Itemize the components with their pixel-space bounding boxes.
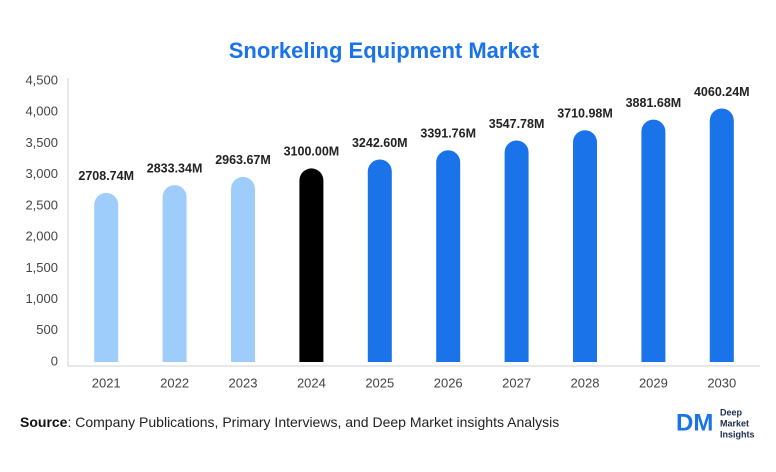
x-tick-label: 2025 bbox=[365, 375, 394, 390]
logo-text: Market bbox=[720, 418, 749, 428]
value-label: 4060.24M bbox=[694, 85, 750, 99]
bar bbox=[436, 150, 461, 362]
y-tick-label: 1,500 bbox=[25, 260, 58, 275]
x-tick-label: 2030 bbox=[707, 375, 736, 390]
bar bbox=[162, 185, 187, 362]
logo-text: Deep bbox=[720, 407, 743, 417]
y-tick-label: 3,000 bbox=[25, 166, 58, 181]
y-tick-label: 3,500 bbox=[25, 135, 58, 150]
value-label: 2833.34M bbox=[147, 161, 203, 175]
bar bbox=[231, 176, 255, 362]
y-tick-label: 4,000 bbox=[25, 104, 58, 119]
logo-text: Insights bbox=[720, 429, 755, 439]
y-tick-label: 0 bbox=[51, 353, 58, 368]
source-text: : Company Publications, Primary Intervie… bbox=[67, 414, 559, 430]
value-label: 3100.00M bbox=[284, 145, 340, 159]
value-label: 3547.78M bbox=[489, 117, 545, 131]
y-tick-label: 4,500 bbox=[25, 72, 58, 87]
x-tick-label: 2029 bbox=[639, 375, 668, 390]
x-tick-label: 2022 bbox=[160, 375, 189, 390]
source: Source: Company Publications, Primary In… bbox=[20, 414, 559, 430]
x-tick-label: 2028 bbox=[571, 375, 600, 390]
y-tick-label: 2,500 bbox=[25, 197, 58, 212]
y-tick-label: 1,000 bbox=[25, 291, 58, 306]
source-label: Source bbox=[20, 414, 68, 430]
x-tick-label: 2026 bbox=[434, 375, 463, 390]
logo-mark: DM bbox=[676, 409, 713, 436]
bar bbox=[367, 159, 392, 362]
bar bbox=[94, 192, 119, 362]
bar bbox=[504, 140, 529, 362]
value-label: 2708.74M bbox=[78, 169, 134, 183]
x-tick-label: 2023 bbox=[229, 375, 258, 390]
bar bbox=[709, 108, 734, 362]
y-tick-label: 500 bbox=[36, 322, 58, 337]
value-label: 3710.98M bbox=[557, 107, 613, 121]
bar bbox=[573, 130, 597, 362]
x-tick-label: 2021 bbox=[92, 375, 121, 390]
value-label: 3391.76M bbox=[420, 127, 476, 141]
bar bbox=[299, 168, 324, 362]
bar bbox=[641, 119, 666, 362]
y-tick-label: 2,000 bbox=[25, 229, 58, 244]
value-label: 2963.67M bbox=[215, 153, 271, 167]
value-label: 3242.60M bbox=[352, 136, 408, 150]
chart-title: Snorkeling Equipment Market bbox=[229, 38, 540, 63]
x-tick-label: 2027 bbox=[502, 375, 531, 390]
value-label: 3881.68M bbox=[626, 96, 682, 110]
x-tick-label: 2024 bbox=[297, 375, 326, 390]
